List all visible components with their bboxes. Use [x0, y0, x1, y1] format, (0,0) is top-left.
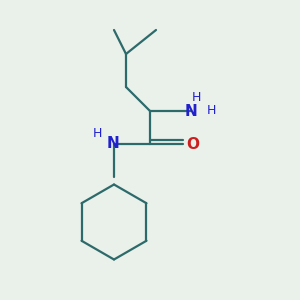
Text: H: H: [192, 91, 201, 104]
Text: O: O: [186, 137, 199, 152]
Text: N: N: [107, 136, 120, 152]
Text: H: H: [207, 104, 216, 118]
Text: N: N: [184, 103, 197, 118]
Text: H: H: [93, 127, 102, 140]
